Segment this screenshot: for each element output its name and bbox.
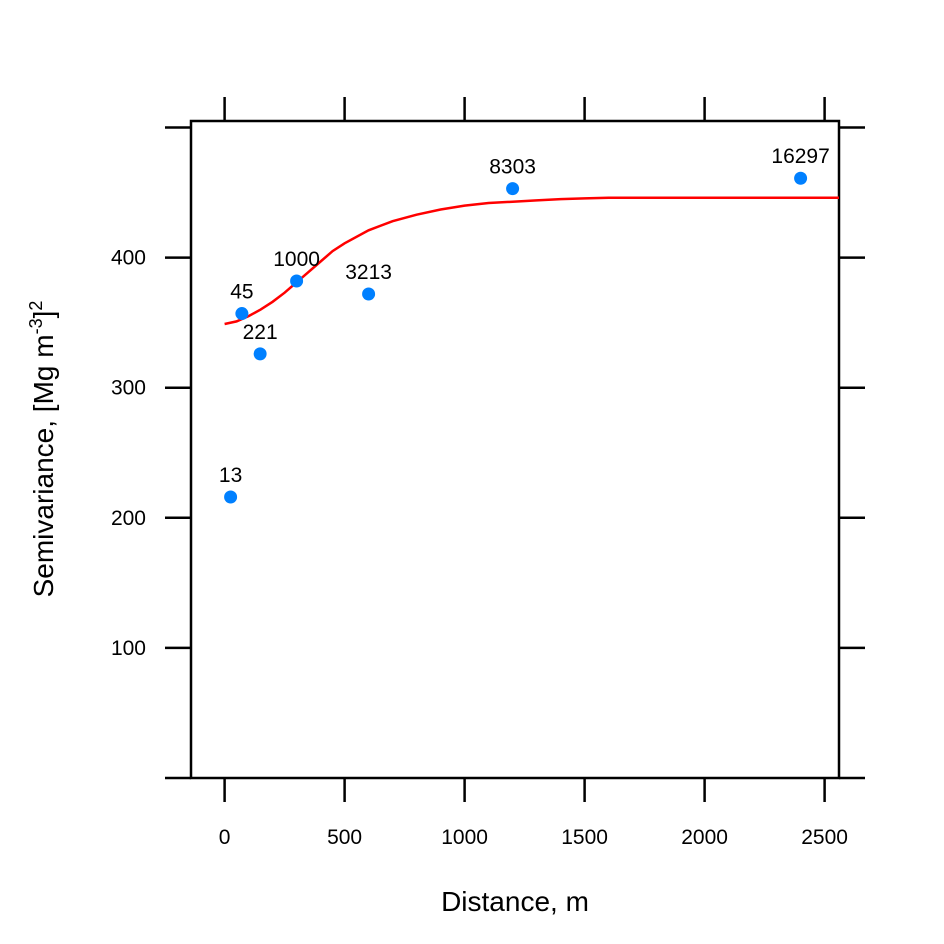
x-tick-label-3: 1500 xyxy=(561,826,608,849)
data-point-1 xyxy=(235,307,249,321)
y-tick-label-3: 400 xyxy=(111,247,146,270)
x-tick-label-4: 2000 xyxy=(681,826,728,849)
x-axis-title: Distance, m xyxy=(441,886,589,917)
y-tick-label-0: 100 xyxy=(111,637,146,660)
point-label-5: 8303 xyxy=(489,156,536,179)
x-tick-label-2: 1000 xyxy=(441,826,488,849)
data-point-6 xyxy=(794,171,808,185)
x-tick-label-0: 0 xyxy=(219,826,231,849)
point-label-6: 16297 xyxy=(771,145,829,168)
y-tick-label-1: 200 xyxy=(111,507,146,530)
y-axis-title-sup2: 2 xyxy=(26,301,46,311)
y-axis-title-bracket: ] xyxy=(28,311,59,319)
fitted-model-curve xyxy=(224,196,839,326)
point-label-4: 3213 xyxy=(345,261,392,284)
y-tick-label-2: 300 xyxy=(111,377,146,400)
plot-frame xyxy=(189,119,841,780)
x-tick-label-5: 2500 xyxy=(801,826,848,849)
x-tick-label-1: 500 xyxy=(327,826,362,849)
point-label-2: 221 xyxy=(243,321,278,344)
point-label-3: 1000 xyxy=(273,248,320,271)
y-axis-title-main: Semivariance, [Mg m xyxy=(28,334,59,597)
x-axis-ticks: 0 500 1000 1500 2000 2500 xyxy=(219,97,848,849)
semivariance-points: 13 45 221 1000 3213 8303 16297 xyxy=(219,145,830,504)
point-label-0: 13 xyxy=(219,464,242,487)
y-axis-ticks: 100 200 300 400 xyxy=(111,126,865,780)
data-point-4 xyxy=(362,287,376,301)
data-point-2 xyxy=(253,347,267,361)
y-axis-title-sup1: -3 xyxy=(26,318,46,334)
data-point-5 xyxy=(506,182,520,196)
y-axis-title: Semivariance, [Mg m-3]2 xyxy=(26,301,59,598)
data-point-0 xyxy=(224,490,238,504)
data-point-3 xyxy=(290,274,304,288)
point-label-1: 45 xyxy=(230,281,253,304)
